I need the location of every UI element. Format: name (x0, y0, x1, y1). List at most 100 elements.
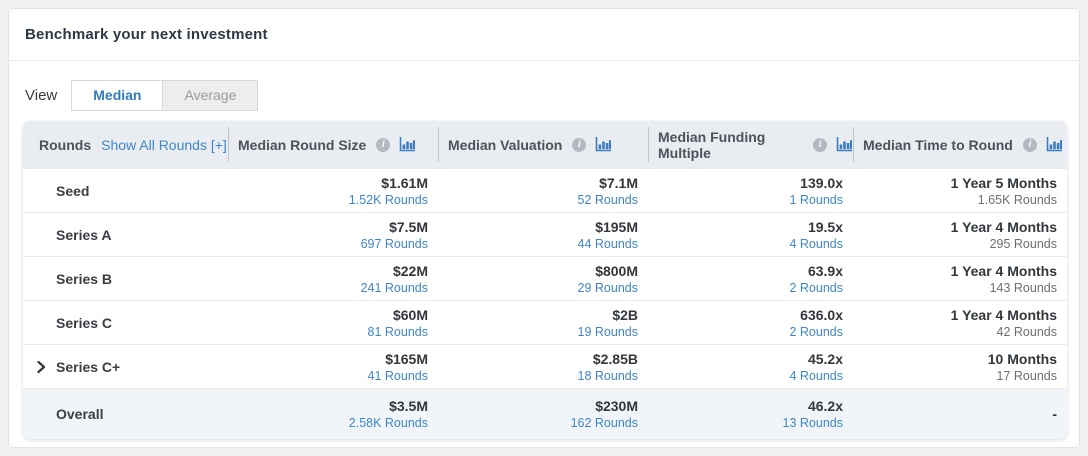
metric-cell: 63.9x 2 Rounds (648, 257, 853, 300)
rounds-header-cell: Rounds Show All Rounds [+] (23, 121, 228, 168)
metric-value: 1 Year 4 Months (950, 306, 1057, 323)
view-option-average[interactable]: Average (162, 80, 258, 110)
rounds-count-link[interactable]: 18 Rounds (577, 368, 638, 383)
rounds-count-link[interactable]: 52 Rounds (577, 192, 638, 207)
metric-cell: $195M 44 Rounds (438, 213, 648, 256)
table-row: Series C $60M 81 Rounds $2B 19 Rounds 636.0x 2… (23, 300, 1067, 344)
metric-value: 46.2x (807, 398, 843, 414)
metric-value: 63.9x (807, 262, 843, 279)
round-label: Seed (56, 182, 90, 199)
metric-cell: $2.85B 18 Rounds (438, 345, 648, 388)
column-label: Median Funding Multiple (658, 128, 766, 161)
metric-value: 10 Months (987, 350, 1057, 367)
metric-value: $800M (595, 262, 638, 279)
rounds-count-link[interactable]: 2.58K Rounds (348, 416, 428, 430)
table-row: Series C+ $165M 41 Rounds $2.85B 18 Rounds 45… (23, 344, 1067, 388)
metric-cell: $60M 81 Rounds (228, 301, 438, 344)
rounds-header-label: Rounds (39, 136, 92, 153)
rounds-count-link[interactable]: 41 Rounds (367, 368, 428, 383)
metric-cell: 1 Year 4 Months 42 Rounds (853, 301, 1067, 344)
metric-value: $22M (392, 262, 428, 279)
rounds-count-link[interactable]: 19 Rounds (577, 324, 638, 339)
table-body: Seed $1.61M 1.52K Rounds $7.1M 52 Rounds 139.… (23, 168, 1067, 439)
round-label: Series B (56, 270, 113, 287)
rounds-count-link[interactable]: 697 Rounds (360, 236, 428, 251)
info-icon[interactable]: i (1022, 137, 1037, 152)
round-label-cell: Series C+ (23, 345, 228, 388)
metric-cell: $7.1M 52 Rounds (438, 169, 648, 212)
rounds-count-link[interactable]: 44 Rounds (577, 236, 638, 251)
card-header: Benchmark your next investment (9, 9, 1079, 61)
metric-cell: 1 Year 4 Months 143 Rounds (853, 257, 1067, 300)
metric-cell: 1 Year 4 Months 295 Rounds (853, 213, 1067, 256)
metric-cell: $22M 241 Rounds (228, 257, 438, 300)
rounds-count-link[interactable]: 4 Rounds (789, 236, 843, 251)
bar-chart-icon[interactable] (595, 137, 612, 152)
table-row: Seed $1.61M 1.52K Rounds $7.1M 52 Rounds 139.… (23, 168, 1067, 212)
bar-chart-icon[interactable] (836, 137, 853, 152)
metric-value: 139.0x (800, 174, 843, 191)
table-row: Series B $22M 241 Rounds $800M 29 Rounds 63.9… (23, 256, 1067, 300)
info-icon[interactable]: i (376, 137, 391, 152)
rounds-count-link[interactable]: 1 Rounds (789, 192, 843, 207)
round-label: Series C+ (56, 358, 121, 375)
header-median-funding-multiple: Median Funding Multiple i (648, 121, 853, 168)
round-label-cell: Series C (23, 301, 228, 344)
metric-cell: $3.5M 2.58K Rounds (228, 389, 438, 439)
rounds-count-link[interactable]: 13 Rounds (782, 416, 843, 430)
rounds-count-link[interactable]: 162 Rounds (570, 416, 638, 430)
chevron-right-icon[interactable] (37, 360, 46, 373)
metric-cell: $2B 19 Rounds (438, 301, 648, 344)
info-icon[interactable]: i (572, 137, 587, 152)
view-option-median[interactable]: Median (72, 80, 163, 110)
header-median-round-size: Median Round Size i (228, 121, 438, 168)
metric-cell: 636.0x 2 Rounds (648, 301, 853, 344)
metric-cell: 139.0x 1 Rounds (648, 169, 853, 212)
view-toggle-row: View Median Average (25, 79, 1063, 111)
metric-cell: $1.61M 1.52K Rounds (228, 169, 438, 212)
metric-value: 1 Year 5 Months (950, 174, 1057, 191)
rounds-count-label: 1.65K Rounds (977, 192, 1057, 207)
metric-cell: 1 Year 5 Months 1.65K Rounds (853, 169, 1067, 212)
rounds-count-link[interactable]: 241 Rounds (360, 280, 428, 295)
metric-cell: $7.5M 697 Rounds (228, 213, 438, 256)
round-label-cell: Overall (23, 389, 228, 439)
table-row: Series A $7.5M 697 Rounds $195M 44 Rounds 19.… (23, 212, 1067, 256)
metric-value: $7.5M (389, 218, 428, 235)
metric-value: $195M (595, 218, 638, 235)
round-label: Series C (56, 314, 113, 331)
metric-cell: $230M 162 Rounds (438, 389, 648, 439)
metric-value: 636.0x (800, 306, 843, 323)
info-icon[interactable]: i (813, 137, 827, 152)
rounds-count-link[interactable]: 2 Rounds (789, 324, 843, 339)
rounds-count-link[interactable]: 4 Rounds (789, 368, 843, 383)
view-label: View (25, 86, 58, 104)
metric-cell: $165M 41 Rounds (228, 345, 438, 388)
metric-value: $1.61M (381, 174, 428, 191)
metric-cell: - (853, 389, 1067, 439)
rounds-count-label: 143 Rounds (989, 280, 1057, 295)
rounds-count-link[interactable]: 29 Rounds (577, 280, 638, 295)
rounds-count-label: 295 Rounds (989, 236, 1057, 251)
rounds-count-link[interactable]: 81 Rounds (367, 324, 428, 339)
bar-chart-icon[interactable] (399, 137, 416, 152)
metric-cell: 46.2x 13 Rounds (648, 389, 853, 439)
page-title: Benchmark your next investment (25, 26, 268, 43)
metric-cell: 19.5x 4 Rounds (648, 213, 853, 256)
column-label: Median Time to Round (863, 136, 1013, 153)
metric-value: 1 Year 4 Months (950, 218, 1057, 235)
metric-value: 45.2x (807, 350, 843, 367)
rounds-count-link[interactable]: 2 Rounds (789, 280, 843, 295)
header-median-time-to-round: Median Time to Round i (853, 121, 1067, 168)
table-header-row: Rounds Show All Rounds [+] Median Round … (23, 121, 1067, 168)
rounds-count-link[interactable]: 1.52K Rounds (348, 192, 428, 207)
round-label-cell: Seed (23, 169, 228, 212)
rounds-count-label: 42 Rounds (996, 324, 1057, 339)
round-label-cell: Series A (23, 213, 228, 256)
metric-value: 19.5x (807, 218, 843, 235)
bar-chart-icon[interactable] (1046, 137, 1063, 152)
metric-value: $2.85B (592, 350, 638, 367)
round-label: Series A (56, 226, 112, 243)
metric-value: - (1052, 406, 1057, 422)
show-all-rounds-link[interactable]: Show All Rounds [+] (101, 136, 227, 153)
